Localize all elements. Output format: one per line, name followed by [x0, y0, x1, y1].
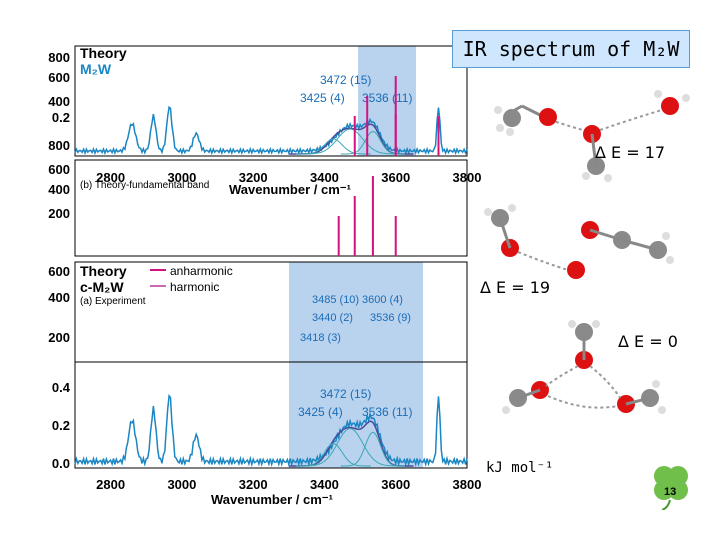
- x-axis-label-middle: Wavenumber / cm⁻¹: [229, 182, 351, 197]
- x-tick-label: 2800: [96, 170, 125, 185]
- svg-text:800: 800: [48, 50, 70, 65]
- svg-text:0.2: 0.2: [52, 110, 70, 125]
- slide-title: IR spectrum of M₂W: [452, 30, 690, 68]
- svg-text:3536 (11): 3536 (11): [362, 405, 412, 419]
- x-tick-label: 3200: [239, 477, 268, 492]
- svg-text:3472 (15): 3472 (15): [320, 73, 371, 87]
- energy-label-2: Δ E = 19: [480, 278, 551, 297]
- svg-text:600: 600: [48, 162, 70, 177]
- svg-text:200: 200: [48, 206, 70, 221]
- panel-sublabel-middle: (b) Theory-fundamental band: [80, 180, 209, 191]
- gaussian-component: [340, 130, 405, 155]
- theory-sticks: [337, 76, 440, 256]
- panel-label-theory-bottom: Theory: [80, 263, 127, 279]
- page-number: 13: [664, 486, 677, 498]
- clover-logo: [654, 466, 688, 510]
- energy-unit-label: kJ mol⁻¹: [486, 460, 554, 476]
- peak-labels-top: 3472 (15) 3425 (4) 3536 (11): [300, 73, 412, 105]
- svg-text:3440 (2): 3440 (2): [312, 312, 353, 324]
- panel-frames: [74, 45, 468, 469]
- y-axis-ticks: 800 600 400 0.2 800 600 400 200 600 400 …: [48, 50, 70, 471]
- molecule-structures: [484, 90, 690, 510]
- svg-text:600: 600: [48, 264, 70, 279]
- legend-harmonic: harmonic: [170, 280, 219, 294]
- x-tick-label: 3000: [167, 477, 196, 492]
- energy-label-1: Δ E = 17: [595, 143, 666, 162]
- svg-text:3425 (4): 3425 (4): [300, 91, 345, 105]
- svg-text:0.2: 0.2: [52, 418, 70, 433]
- svg-text:3425 (4): 3425 (4): [298, 405, 343, 419]
- x-tick-label: 3600: [381, 477, 410, 492]
- svg-text:3536 (9): 3536 (9): [370, 312, 411, 324]
- highlight-band-bottom: [289, 262, 423, 468]
- x-tick-label: 3000: [167, 170, 196, 185]
- x-axis-ticks-top: 2800 3000 3200 3400 3600 3800: [96, 170, 481, 185]
- peak-labels-mid: 3485 (10) 3600 (4) 3440 (2) 3536 (9) 341…: [300, 294, 411, 344]
- svg-text:0.4: 0.4: [52, 380, 71, 395]
- svg-text:800: 800: [48, 138, 70, 153]
- x-tick-label: 3600: [381, 170, 410, 185]
- structure-3: [502, 320, 666, 414]
- svg-text:3485 (10): 3485 (10): [312, 294, 359, 306]
- energy-label-3: Δ E = 0: [618, 332, 678, 351]
- structure-2: [484, 204, 674, 279]
- gaussian-component: [340, 431, 405, 467]
- legend-anharmonic: anharmonic: [170, 264, 233, 278]
- x-tick-label: 3800: [453, 477, 482, 492]
- svg-text:3536 (11): 3536 (11): [362, 91, 412, 105]
- x-tick-label: 3800: [453, 170, 482, 185]
- panel-label-theory-top: Theory: [80, 45, 127, 61]
- svg-text:400: 400: [48, 290, 70, 305]
- gaussian-component: [296, 128, 404, 155]
- svg-text:600: 600: [48, 70, 70, 85]
- svg-text:0.0: 0.0: [52, 456, 70, 471]
- panel-label-species-bottom: c-M₂W: [80, 279, 124, 295]
- x-axis-ticks-bottom: 2800 3000 3200 3400 3600 3800: [96, 477, 481, 492]
- panel-sublabel-bottom: (a) Experiment: [80, 296, 146, 307]
- gaussian-component: [296, 427, 404, 467]
- gaussian-components: [295, 128, 405, 467]
- x-tick-label: 3200: [239, 170, 268, 185]
- x-tick-label: 3400: [310, 170, 339, 185]
- experiment-spectrum-bottom: [74, 393, 468, 468]
- svg-text:3600 (4): 3600 (4): [362, 294, 403, 306]
- x-tick-label: 2800: [96, 477, 125, 492]
- svg-text:3472 (15): 3472 (15): [320, 387, 371, 401]
- svg-text:400: 400: [48, 182, 70, 197]
- panel-label-species-top: M₂W: [80, 61, 112, 77]
- svg-text:200: 200: [48, 330, 70, 345]
- peak-labels-bottom: 3472 (15) 3425 (4) 3536 (11): [298, 387, 412, 419]
- svg-text:3418 (3): 3418 (3): [300, 332, 341, 344]
- structure-1: [494, 90, 690, 182]
- experiment-spectrum-top: [74, 105, 468, 156]
- svg-text:400: 400: [48, 94, 70, 109]
- legend: anharmonic harmonic: [150, 264, 233, 294]
- x-tick-label: 3400: [310, 477, 339, 492]
- x-axis-label-bottom: Wavenumber / cm⁻¹: [211, 492, 333, 507]
